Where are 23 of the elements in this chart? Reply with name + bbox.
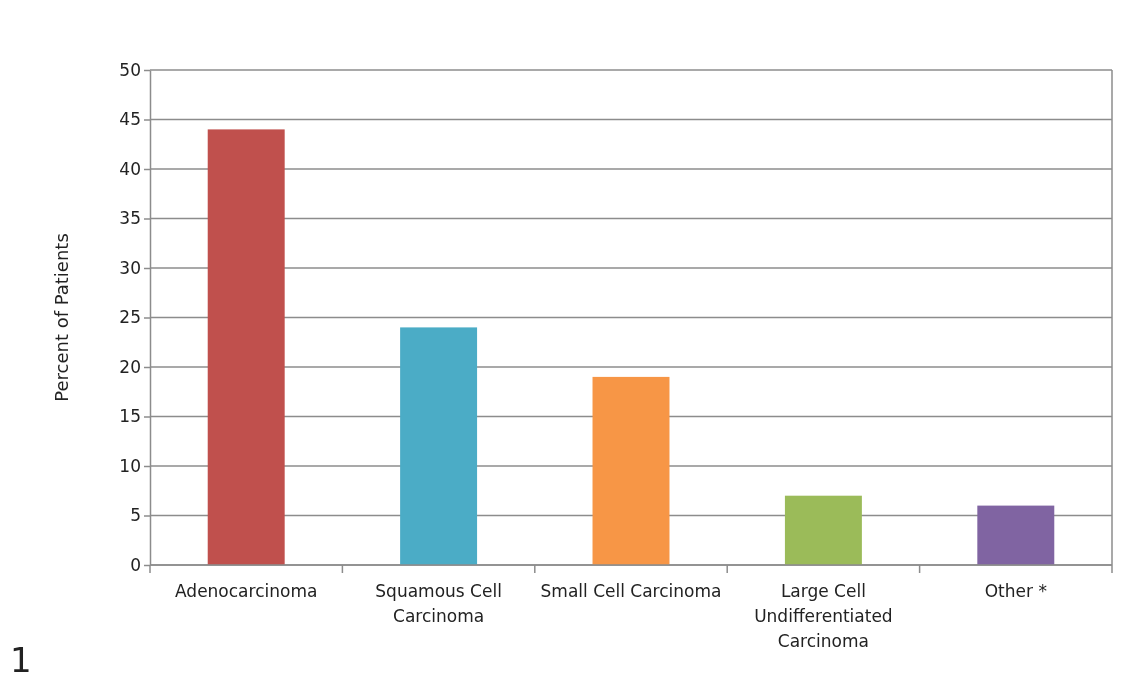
x-tick-label: Squamous Cell Carcinoma xyxy=(375,581,502,626)
x-tick-label: Other * xyxy=(984,581,1047,601)
bar xyxy=(784,495,862,565)
x-tick-label: Small Cell Carcinoma xyxy=(540,581,722,601)
bar xyxy=(207,129,285,565)
y-tick-label: 15 xyxy=(119,406,141,427)
bar xyxy=(400,327,478,565)
y-tick-label: 45 xyxy=(119,109,141,130)
bar xyxy=(592,376,670,565)
y-tick-label: 0 xyxy=(130,554,141,575)
y-tick-label: 25 xyxy=(119,307,141,328)
y-tick-label: 10 xyxy=(119,455,141,476)
y-tick-label: 20 xyxy=(119,356,141,377)
y-axis-title: Percent of Patients xyxy=(51,233,72,402)
x-tick-label: Large Cell Undifferentiated Carcinoma xyxy=(754,581,893,651)
text: 1 xyxy=(10,640,32,680)
y-tick-label: 50 xyxy=(119,59,141,80)
y-tick-label: 35 xyxy=(119,208,141,229)
bar xyxy=(977,505,1055,565)
x-tick-label: Adenocarcinoma xyxy=(175,581,318,601)
y-tick-label: 5 xyxy=(130,505,141,526)
y-tick-label: 40 xyxy=(119,158,141,179)
y-tick-label: 30 xyxy=(119,257,141,278)
